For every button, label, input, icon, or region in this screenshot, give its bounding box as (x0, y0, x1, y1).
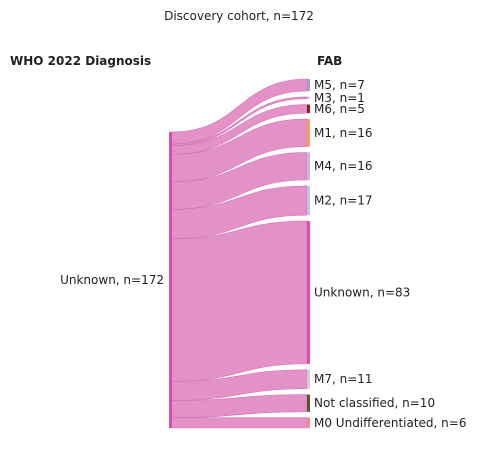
label-m1: M1, n=16 (314, 126, 373, 140)
node-m0-undifferentiated (307, 417, 310, 428)
link-m0-undifferentiated (171, 417, 308, 429)
chart-title: Discovery cohort, n=172 (164, 9, 314, 23)
label-source-unknown: Unknown, n=172 (60, 273, 164, 287)
node-m1 (307, 119, 310, 147)
node-m7 (307, 369, 310, 389)
node-not-classified (307, 394, 310, 412)
label-unknown: Unknown, n=83 (314, 285, 410, 299)
node-m3 (307, 96, 310, 99)
node-m4 (307, 152, 310, 180)
node-unknown (307, 221, 310, 364)
node-m2 (307, 185, 310, 216)
label-m4: M4, n=16 (314, 159, 373, 173)
label-m0-undifferentiated: M0 Undifferentiated, n=6 (314, 416, 466, 430)
label-m5: M5, n=7 (314, 78, 365, 92)
node-m6 (307, 104, 310, 114)
link-not-classified (171, 394, 308, 418)
nodes (169, 79, 310, 428)
node-m5 (307, 79, 310, 92)
label-m6: M6, n=5 (314, 102, 365, 116)
label-m2: M2, n=17 (314, 194, 373, 208)
label-m7: M7, n=11 (314, 372, 373, 386)
flow-links (171, 78, 308, 429)
node-source-unknown (169, 132, 172, 428)
link-m6 (171, 104, 308, 155)
left-column-header: WHO 2022 Diagnosis (10, 54, 151, 68)
link-m1 (171, 118, 308, 183)
right-column-header: FAB (317, 54, 342, 68)
label-m3: M3, n=1 (314, 91, 365, 105)
link-unknown (171, 220, 308, 382)
label-not-classified: Not classified, n=10 (314, 396, 435, 410)
node-labels: M5, n=7M3, n=1M6, n=5 M1, n=16 M4, n=16 M2,… (60, 78, 466, 430)
